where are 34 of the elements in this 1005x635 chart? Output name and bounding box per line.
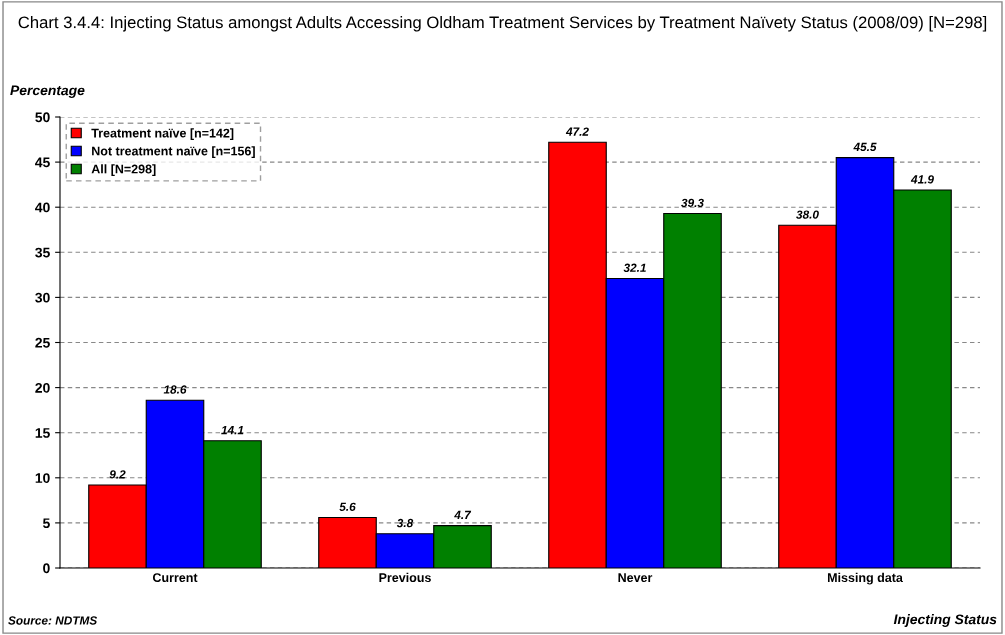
- y-tick-label: 40: [35, 202, 50, 213]
- data-label: 45.5: [853, 142, 877, 152]
- source-note: Source: NDTMS: [8, 616, 98, 625]
- data-label: 4.7: [454, 510, 472, 519]
- data-label: 47.2: [565, 127, 589, 136]
- x-tick-label: Current: [152, 573, 198, 583]
- x-tick-label: Never: [618, 573, 653, 583]
- y-tick-label: 50: [35, 112, 50, 123]
- legend-label: Not treatment naïve [n=156]: [92, 146, 255, 158]
- data-label: 9.2: [109, 470, 126, 479]
- data-label: 18.6: [163, 385, 187, 394]
- data-label: 5.6: [339, 502, 356, 511]
- y-tick-label: 5: [42, 518, 50, 529]
- data-label: 38.0: [796, 210, 819, 219]
- y-tick-label: 10: [35, 473, 50, 483]
- x-tick-label: Missing data: [827, 572, 903, 585]
- y-tick-label: 30: [35, 292, 50, 303]
- data-label: 3.8: [396, 518, 414, 528]
- chart-title: Chart 3.4.4: Injecting Status amongst Adults Accessing Oldham Treatment Services by Treatment Naïvety Status (2008/09) [N=298]: [18, 16, 987, 32]
- data-label: 39.3: [681, 198, 704, 208]
- y-axis-title: Percentage: [10, 85, 85, 98]
- x-tick-label: Previous: [379, 572, 431, 583]
- y-tick-label: 20: [35, 382, 50, 393]
- y-tick-label: 15: [35, 428, 50, 438]
- y-tick-label: 0: [43, 563, 50, 574]
- data-label: 32.1: [623, 263, 646, 272]
- y-tick-label: 45: [35, 157, 50, 168]
- y-tick-label: 25: [35, 337, 50, 348]
- x-axis-title: Injecting Status: [893, 614, 997, 627]
- y-tick-label: 35: [35, 247, 50, 258]
- data-label: 14.1: [221, 426, 244, 435]
- data-label: 41.9: [910, 175, 934, 184]
- legend-label: Treatment naïve [n=142]: [91, 128, 234, 140]
- legend-label: All [N=298]: [91, 164, 156, 176]
